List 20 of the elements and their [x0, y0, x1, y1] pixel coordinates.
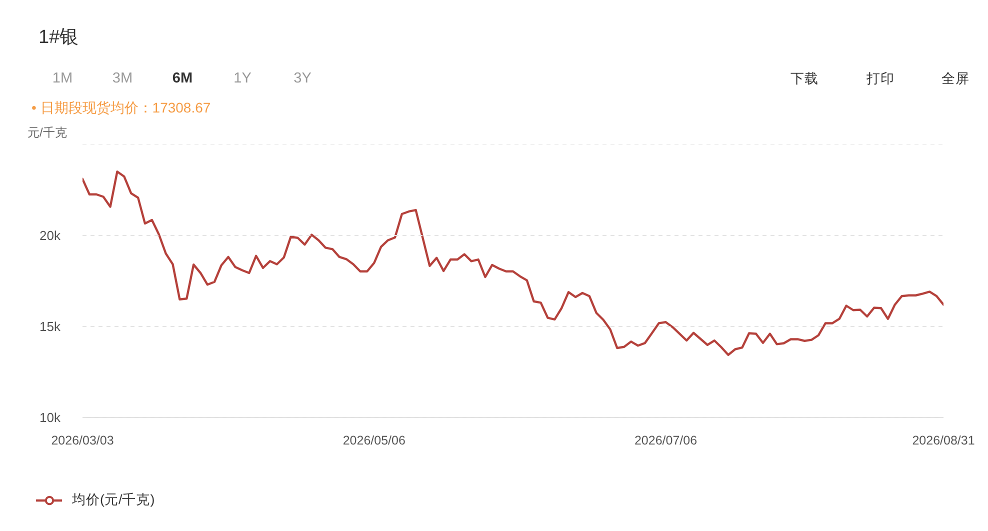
y-tick-label: 10k — [40, 410, 61, 425]
text: 6M — [172, 70, 193, 86]
text: 打印 — [866, 71, 894, 86]
x-tick-label: 2026/05/06 — [342, 434, 406, 448]
y-axis-title: 元/千克 — [28, 126, 67, 140]
text: 1Y — [234, 70, 252, 86]
chart-title: 1#银 — [38, 27, 79, 48]
line-series — [82, 170, 944, 356]
x-tick-label: 2026/07/06 — [634, 434, 698, 448]
legend-label: 均价(元/千克) — [72, 491, 155, 509]
text: 3Y — [294, 70, 312, 86]
x-tick-label: 2026/03/03 — [51, 434, 114, 448]
x-tick-label: 2026/08/31 — [912, 434, 975, 448]
chart-subtitle: • 日期段现货均价：17308.67 — [32, 100, 211, 116]
text: 1M — [52, 70, 73, 86]
text: 全屏 — [942, 71, 970, 86]
y-tick-label: 15k — [40, 319, 61, 334]
text: 3M — [112, 70, 133, 86]
text: 下载 — [790, 71, 818, 86]
y-tick-label: 20k — [40, 228, 61, 243]
